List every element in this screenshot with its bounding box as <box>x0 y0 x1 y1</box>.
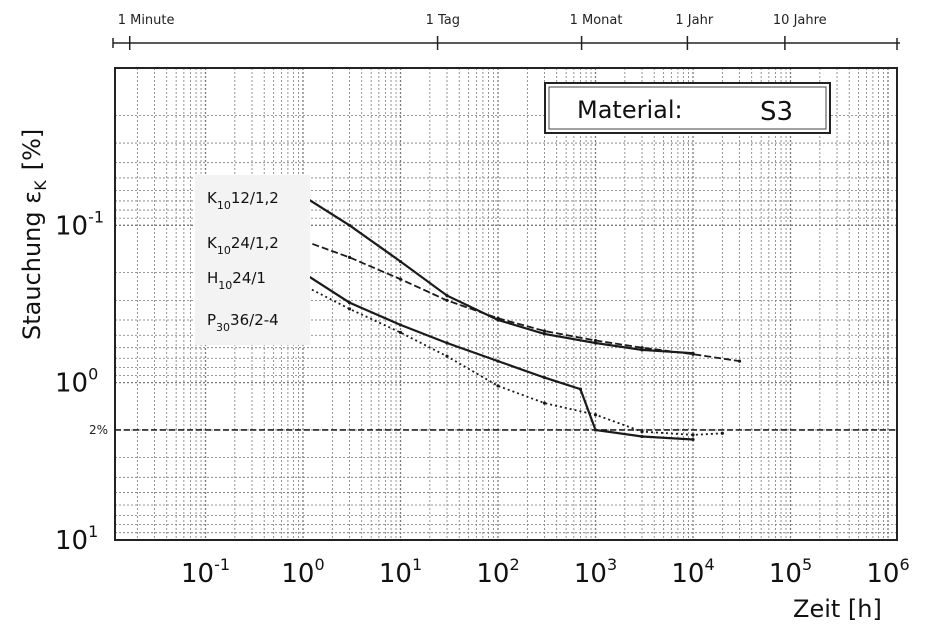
legend-entry: K1024/1,2 <box>207 234 279 257</box>
series-point <box>593 338 598 343</box>
x-tick-label: 101 <box>379 555 422 589</box>
plot-frame <box>114 67 898 541</box>
series-point <box>578 387 582 391</box>
series-point <box>496 384 500 388</box>
y-tick-labels: 10-1 100 101 <box>55 207 104 556</box>
series-point <box>347 300 352 305</box>
y-tick-label: 10-1 <box>55 207 104 241</box>
series-point <box>542 401 547 405</box>
series-point <box>542 376 547 380</box>
x-tick-label: 106 <box>866 555 909 589</box>
y-axis-label: Stauchung εK [%] <box>18 129 50 340</box>
series-point <box>445 354 449 358</box>
series-line <box>302 271 694 441</box>
legend-box <box>195 175 310 345</box>
series-point <box>640 346 644 350</box>
time-axis: 1 Minute 1 Tag 1 Monat 1 Jahr 10 Jahre <box>112 13 900 50</box>
material-value: S3 <box>760 97 793 127</box>
legend-entry: K1012/1,2 <box>207 189 279 212</box>
series-line <box>302 284 723 436</box>
series-point <box>542 329 547 333</box>
series-point <box>542 332 547 336</box>
x-tick-label: 102 <box>476 555 519 589</box>
material-label: Material: <box>577 96 683 124</box>
series-point <box>347 223 352 227</box>
legend: K1012/1,2 K1024/1,2 H1024/1 P3036/2-4 <box>195 175 310 345</box>
series-point <box>640 430 644 434</box>
legend-entry: P3036/2-4 <box>207 311 279 334</box>
series-point <box>347 255 352 260</box>
x-tick-label: 103 <box>574 555 617 589</box>
series-point <box>691 433 695 437</box>
series-point <box>737 359 742 363</box>
svg-text:Stauchung εK[%]: Stauchung εK [%] <box>18 129 50 340</box>
x-axis-label: Zeit [h] <box>793 595 882 623</box>
y-tick-label: 101 <box>55 522 98 556</box>
series-point <box>445 294 449 298</box>
y-axis-label-unit: [%] <box>18 129 46 171</box>
series-point <box>398 259 403 264</box>
series-point <box>496 359 500 363</box>
time-axis-label: 1 Tag <box>426 13 460 28</box>
series-line <box>302 239 740 362</box>
y-tick-label: 100 <box>55 365 98 399</box>
series-point <box>593 413 598 417</box>
series-point <box>445 298 449 302</box>
series-point <box>347 307 352 311</box>
x-tick-labels: 10-1 100 101 102 103 104 105 106 <box>181 555 910 589</box>
material-box: Material: S3 <box>544 82 831 134</box>
series-point <box>445 341 449 345</box>
series-point <box>496 316 500 320</box>
x-tick-label: 105 <box>769 555 812 589</box>
series-point <box>720 431 724 435</box>
series-point <box>593 428 598 432</box>
time-axis-label: 1 Minute <box>118 13 175 28</box>
y-axis-label-sub: K <box>31 180 50 191</box>
series-point <box>691 352 695 356</box>
series-point <box>398 330 403 335</box>
x-tick-label: 100 <box>281 555 324 589</box>
series-point <box>593 341 598 345</box>
y-axis-label-main: Stauchung ε <box>18 191 46 340</box>
time-axis-label: 10 Jahre <box>773 13 827 28</box>
series-point <box>398 323 403 327</box>
time-axis-label: 1 Monat <box>570 13 623 28</box>
series-point <box>398 277 403 281</box>
legend-entry: H1024/1 <box>207 269 266 292</box>
series-point <box>640 348 644 352</box>
series-point <box>691 437 695 442</box>
reference-line-label: 2% <box>89 423 108 437</box>
x-tick-label: 104 <box>671 555 714 589</box>
series-point <box>640 434 644 439</box>
x-tick-label: 10-1 <box>181 555 230 589</box>
series-layer <box>301 194 742 442</box>
time-axis-label: 1 Jahr <box>675 13 713 28</box>
